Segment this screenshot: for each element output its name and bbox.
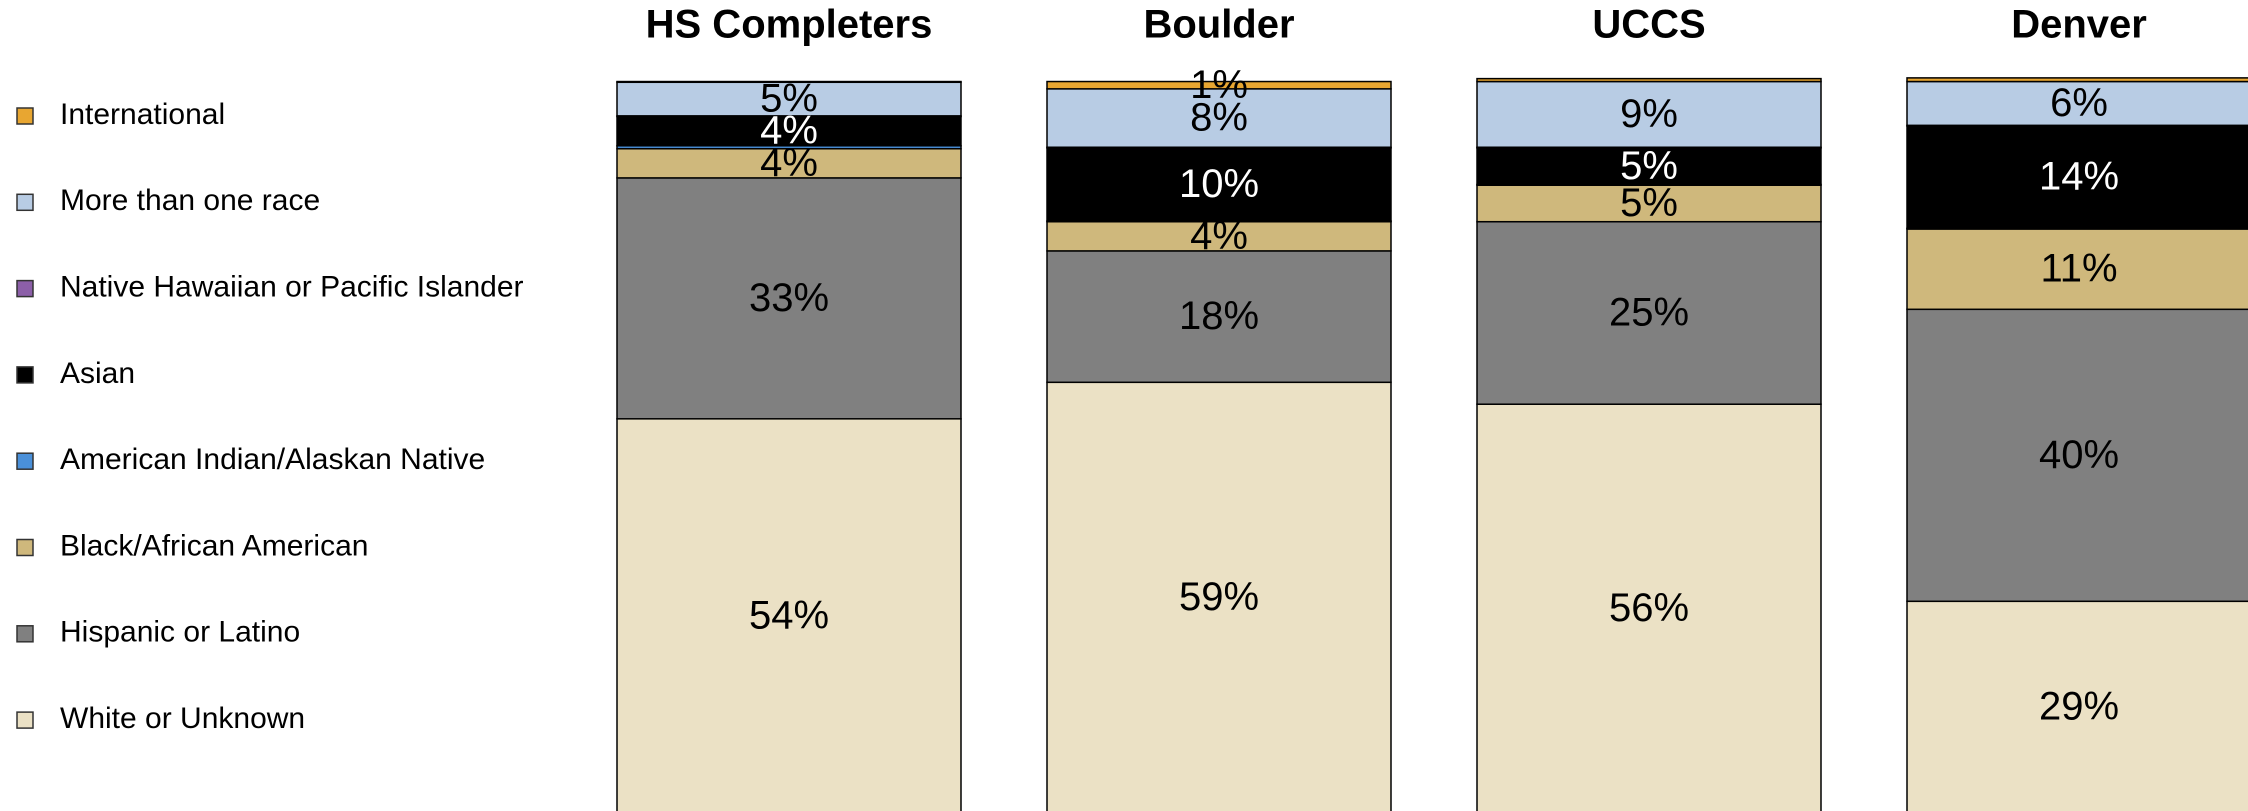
legend-label: Hispanic or Latino [60, 616, 300, 649]
bar-segment [1476, 77, 1822, 83]
value-label: 40% [2039, 433, 2119, 477]
bar-segment [1906, 308, 2248, 603]
bar-segment [1476, 220, 1822, 405]
value-label: 8% [1190, 96, 1248, 140]
value-label: 5% [760, 77, 818, 121]
value-label: 5% [1620, 144, 1678, 188]
legend-swatch [16, 366, 34, 384]
bar-segment [616, 177, 962, 420]
value-label: 4% [1190, 214, 1248, 258]
bar-segment [1046, 80, 1392, 90]
bar-segment [616, 81, 962, 117]
value-label: 5% [1620, 181, 1678, 225]
bar-segment [1046, 381, 1392, 811]
legend-swatch [16, 452, 34, 470]
value-label: 14% [2039, 155, 2119, 199]
legend-label: Native Hawaiian or Pacific Islander [60, 271, 524, 304]
legend-label: Black/African American [60, 529, 368, 562]
column-title: Denver [2011, 3, 2147, 47]
legend-swatch [16, 193, 34, 212]
value-label: 54% [749, 593, 829, 637]
legend-label: More than one race [60, 184, 320, 217]
value-label: 11% [2040, 247, 2117, 291]
legend-label: White or Unknown [60, 702, 305, 735]
value-label: 4% [760, 141, 818, 185]
value-label: 25% [1609, 291, 1689, 335]
legend-label: American Indian/Alaskan Native [60, 443, 485, 476]
bar-segment [1476, 403, 1822, 811]
value-label: 29% [2039, 685, 2119, 729]
column-title: UCCS [1592, 3, 1705, 47]
legend-swatch [16, 279, 34, 298]
legend-swatch [16, 107, 34, 125]
bar-segment [1906, 600, 2248, 811]
value-label: 9% [1620, 92, 1678, 136]
bar-segment [616, 80, 962, 84]
bar-segment [1046, 88, 1392, 148]
bar-segment [1476, 184, 1822, 223]
value-label: 56% [1609, 586, 1689, 630]
bar-segment [1476, 147, 1822, 186]
bar-segment [616, 147, 962, 179]
column-title: HS Completers [646, 3, 933, 47]
bar-segment [1906, 77, 2248, 83]
value-label: 59% [1179, 575, 1259, 619]
value-label: 6% [2050, 81, 2108, 125]
value-label: 33% [749, 276, 829, 320]
value-label: 4% [760, 109, 818, 153]
column-title: Boulder [1143, 3, 1294, 47]
bar-segment [1476, 80, 1822, 148]
legend-label: International [60, 98, 225, 131]
bar-segment [1906, 125, 2248, 230]
bar-segment [1906, 80, 2248, 127]
legend-swatch [16, 625, 34, 643]
legend-swatch [16, 711, 34, 729]
legend-label: Asian [60, 357, 135, 390]
value-label: 10% [1179, 162, 1259, 206]
bar-segment [1046, 250, 1392, 384]
value-label: 18% [1179, 294, 1259, 338]
bar-segment [616, 418, 962, 811]
value-label: 1% [1190, 63, 1248, 107]
legend-swatch [16, 538, 34, 557]
